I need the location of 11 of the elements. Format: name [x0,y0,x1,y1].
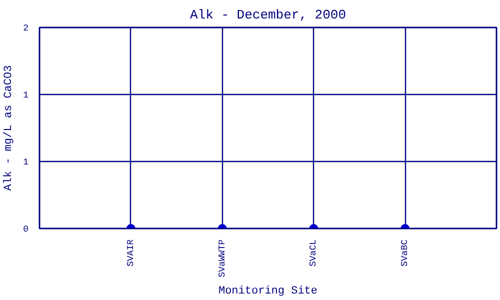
x-tick-label: SVaCL [308,239,319,267]
y-tick-label: 1 [23,90,29,101]
x-tick-label: SVaBC [400,238,410,267]
y-tick-label: 2 [23,24,29,34]
y-tick-label: 0 [23,224,29,234]
x-tick-label: SVAIR [126,238,136,267]
y-axis-title: Alk - mg/L as CaCO3 [3,65,16,191]
y-tick-label: 1 [23,157,29,168]
chart-title: Alk - December, 2000 [190,8,346,22]
x-axis-title: Monitoring Site [218,285,318,298]
x-tick-label: SVaWWTP [217,239,228,278]
